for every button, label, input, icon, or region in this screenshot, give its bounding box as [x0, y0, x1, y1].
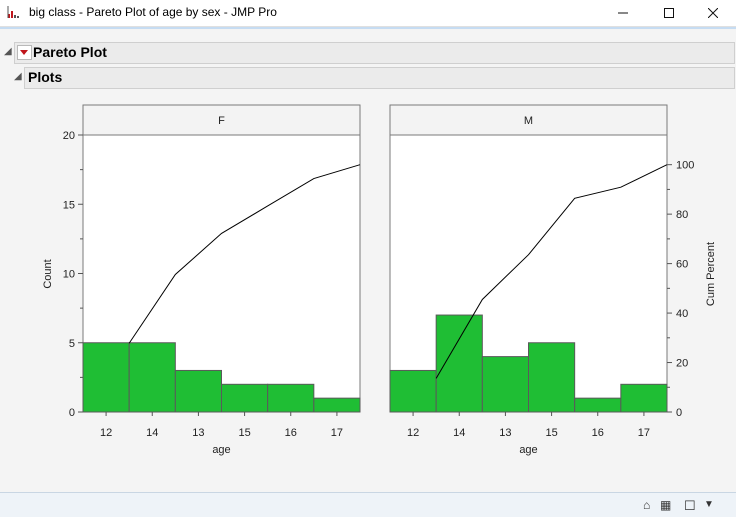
x-tick-label: 12	[100, 427, 112, 439]
table-icon[interactable]: ▦	[660, 498, 672, 512]
bar-F-14	[128, 342, 176, 413]
bar-F-17	[313, 397, 361, 413]
y-left-tick-label: 20	[63, 130, 75, 142]
y-right-tick-label: 80	[676, 209, 688, 221]
bar-F-15	[221, 383, 269, 413]
window-icon[interactable]: ☐	[684, 498, 696, 513]
cum-percent-line-F	[128, 164, 361, 344]
x-axis-label: age	[519, 444, 537, 456]
plots-outline-bar	[24, 67, 735, 89]
panel-header-M	[389, 104, 668, 136]
y-right-tick-label: 60	[676, 259, 688, 271]
maximize-icon	[664, 8, 674, 18]
maximize-button[interactable]	[646, 0, 692, 26]
plots-outline-title[interactable]: Plots	[28, 69, 63, 85]
title-separator	[0, 27, 736, 29]
y-right-axis-label: Cum Percent	[705, 242, 717, 306]
bar-M-13	[481, 356, 530, 413]
x-tick-label: 17	[638, 427, 650, 439]
minimize-icon	[618, 12, 628, 14]
report-content: ◢ Pareto Plot ◢ Plots F 12 14 13 15 16 17 age M 1…	[0, 30, 736, 492]
pareto-chart: F 12 14 13 15 16 17 age M 12 14 13 15 16 17 age 0 5 10 15 20…	[42, 104, 717, 456]
plots-disclosure-triangle-icon[interactable]: ◢	[14, 71, 22, 82]
panel-label-M: M	[524, 115, 533, 127]
x-tick-label: 16	[592, 427, 604, 439]
x-tick-label: 15	[238, 427, 250, 439]
close-button[interactable]	[690, 0, 736, 26]
x-tick-label: 15	[545, 427, 557, 439]
bar-M-15	[528, 342, 576, 413]
home-icon[interactable]: ⌂	[643, 498, 651, 512]
y-left-tick-label: 5	[69, 338, 75, 350]
x-tick-label: 13	[499, 427, 511, 439]
bar-M-14	[435, 314, 483, 413]
disclosure-triangle-icon[interactable]: ◢	[4, 46, 12, 57]
bar-M-16	[574, 397, 622, 413]
y-right-tick-label: 0	[676, 407, 682, 419]
bar-F-13	[174, 369, 222, 413]
pareto-plot-outline-bar	[14, 42, 735, 64]
y-left-tick-label: 15	[63, 199, 75, 211]
y-right-tick-label: 20	[676, 358, 688, 370]
window-title: big class - Pareto Plot of age by sex - …	[29, 5, 277, 19]
x-tick-label: 17	[331, 427, 343, 439]
pareto-plot-outline-title[interactable]: Pareto Plot	[33, 44, 107, 60]
y-right-tick-label: 40	[676, 308, 688, 320]
panel-label-F: F	[218, 115, 225, 127]
status-bar: ⌂ ▦ ☐ ▼	[0, 492, 736, 517]
y-left-axis-label: Count	[42, 259, 54, 288]
x-tick-label: 14	[146, 427, 158, 439]
bar-M-17	[620, 383, 668, 413]
jmp-app-icon	[7, 6, 19, 18]
x-tick-label: 13	[192, 427, 204, 439]
bar-F-12	[82, 342, 130, 413]
close-icon	[708, 8, 718, 18]
bar-M-12	[389, 369, 437, 413]
y-left-tick-label: 0	[69, 407, 75, 419]
x-tick-label: 16	[285, 427, 297, 439]
title-bar: big class - Pareto Plot of age by sex - …	[0, 0, 736, 27]
x-tick-label: 14	[453, 427, 465, 439]
y-right-tick-label: 100	[676, 160, 694, 172]
minimize-button[interactable]	[600, 0, 646, 26]
y-left-tick-label: 10	[63, 269, 75, 281]
cum-percent-line-M	[435, 164, 668, 379]
x-axis-label: age	[212, 444, 230, 456]
bar-F-16	[267, 383, 315, 413]
red-triangle-menu-icon[interactable]	[17, 45, 32, 60]
dropdown-icon[interactable]: ▼	[704, 499, 714, 510]
x-tick-label: 12	[407, 427, 419, 439]
